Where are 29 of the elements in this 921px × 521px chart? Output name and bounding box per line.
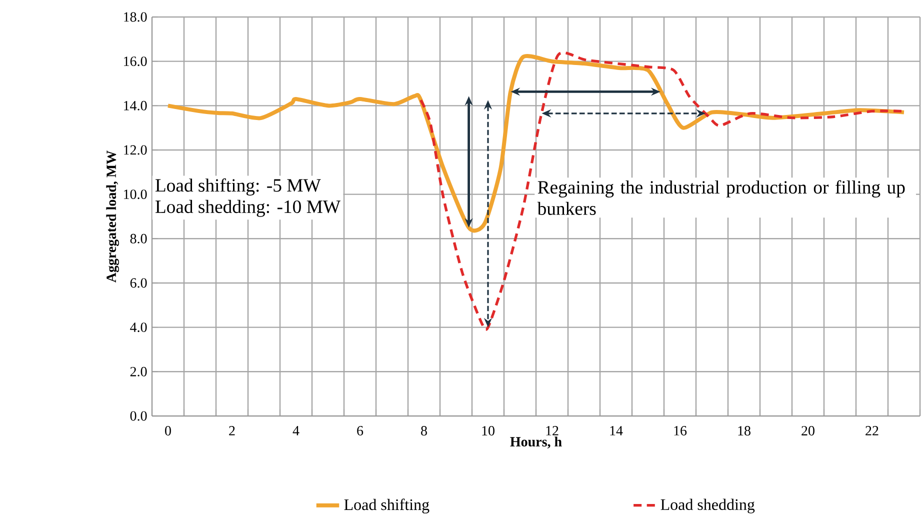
y-tick-label: 16.0 (124, 56, 147, 66)
y-tick-label: 18.0 (124, 12, 147, 22)
x-tick-label: 14 (610, 426, 623, 436)
x-tick-label: 12 (546, 426, 558, 436)
y-axis-title: Aggregated load, MW (106, 150, 119, 283)
x-tick-label: 6 (357, 426, 364, 436)
y-tick-label: 12.0 (124, 145, 147, 155)
legend-label: Load shifting (344, 498, 430, 514)
x-tick-label: 4 (292, 426, 300, 436)
annotation: Load shedding: -10 MW (155, 200, 341, 217)
y-tick-label: 2.0 (130, 366, 147, 376)
x-axis-title: Hours, h (510, 436, 562, 449)
legend-label: Load shedding (660, 498, 755, 514)
x-tick-label: 10 (482, 426, 494, 436)
x-tick-label: 2 (229, 426, 235, 436)
y-tick-label: 10.0 (124, 190, 147, 200)
y-tick-label: 8.0 (130, 234, 147, 244)
x-tick-label: 20 (802, 426, 814, 436)
annotation: Regaining the industrial production or filling up bunkers (537, 180, 905, 215)
x-tick-label: 16 (674, 426, 687, 436)
x-tick-label: 18 (738, 426, 750, 436)
annotation: Load shifting: -5 MW (155, 178, 321, 196)
y-tick-label: 4.0 (130, 322, 147, 332)
x-tick-label: 0 (165, 426, 171, 436)
y-tick-label: 0.0 (130, 411, 147, 421)
y-tick-label: 14.0 (124, 100, 147, 110)
x-tick-label: 8 (421, 426, 427, 436)
x-tick-label: 22 (866, 426, 878, 436)
y-tick-label: 6.0 (130, 278, 147, 288)
